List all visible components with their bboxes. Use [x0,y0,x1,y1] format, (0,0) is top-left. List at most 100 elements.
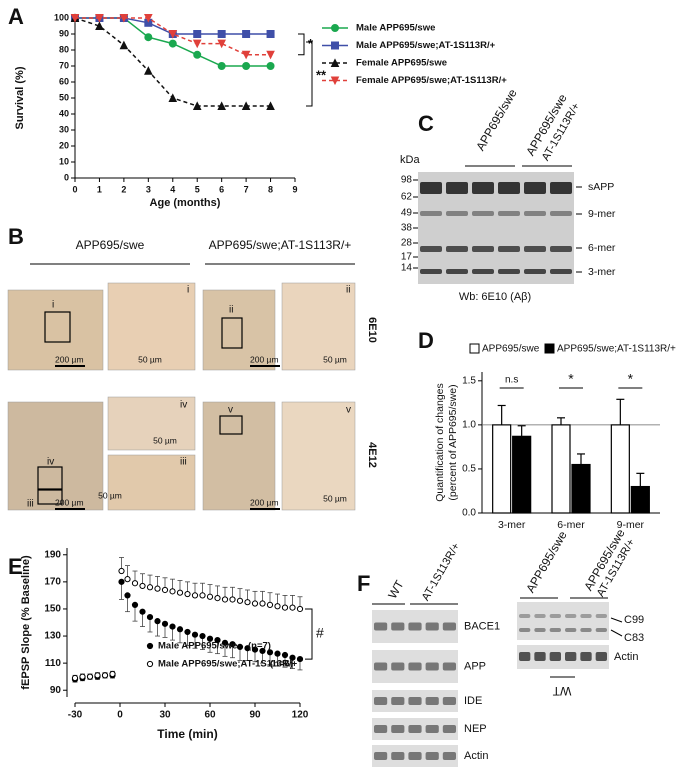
blot-band [442,697,456,705]
blot-band [472,211,494,216]
band-label: 6-mer [588,242,616,254]
point [131,601,139,608]
column-label: APP695/swe [473,86,520,153]
x-tick-label: 1 [97,184,102,194]
blot-band [391,752,405,760]
blot [517,602,609,640]
blot-band [580,614,592,618]
micrograph [107,282,196,371]
point [154,618,161,625]
legend-n: (n=7) [248,641,271,652]
blot-band [472,269,494,274]
point [118,578,125,585]
point [229,641,236,648]
y-axis-label: fEPSP Slope (% Baseline) [20,555,32,690]
blot-band [425,622,439,631]
blot-band [391,622,405,631]
blot-band [519,652,531,661]
blot-band [442,622,456,631]
column-label: AT-1S113R/+ [420,541,463,603]
point [281,604,289,611]
bar [630,485,650,514]
point [154,585,161,592]
annotation: ** [316,67,327,82]
legend-label: Male APP695/swe;AT-1S113R/+ [158,659,298,670]
bar [571,463,591,514]
point [244,599,251,606]
scale-label: 200 µm [250,497,279,507]
x-tick-label: 3-mer [498,519,526,531]
column-label: APP695/swe [523,528,570,595]
legend-n: (n=6) [270,659,293,670]
y-tick-label: 0.5 [462,464,476,475]
marker [144,33,153,42]
legend-label: APP695/swe;AT-1S113R/+ [557,344,676,355]
x-tick-label: 8 [268,184,273,194]
blot-band [549,652,561,661]
scale-label: 200 µm [55,354,84,364]
legend-marker [331,24,339,32]
marker-label: 14 [401,263,413,274]
blot-band [498,269,520,274]
point [221,639,229,646]
point [169,623,176,630]
x-tick-label: 6-mer [557,519,585,531]
y-tick-label: 80 [59,44,69,54]
marker-label: 38 [401,223,413,234]
point [259,600,266,607]
point [161,586,169,594]
x-tick-label: 5 [195,184,200,194]
band-label: sAPP [588,181,614,193]
blot-band [565,628,577,632]
point [289,604,296,611]
point [71,674,79,682]
y-tick-label: 1.5 [462,375,476,386]
marker [217,62,226,70]
panel-label: D [418,328,434,353]
marker [168,30,178,39]
point [281,651,289,659]
marker [119,40,129,50]
y-tick-label: 130 [44,631,61,642]
x-tick-label: 3 [146,184,151,194]
panel-label: A [8,4,24,29]
x-tick-label: 2 [121,184,126,194]
y-tick-label: 30 [59,124,69,134]
point [199,592,206,599]
region-label: ii [346,285,350,296]
marker [217,39,226,49]
band-label: Actin [614,651,638,663]
x-tick-label: 0 [117,710,123,721]
region-label: i [52,300,54,311]
point [176,626,184,633]
region-label: v [346,405,351,416]
point [169,588,176,595]
y-axis-label: Quantification of changes [434,383,446,502]
micrograph [281,401,356,511]
point [139,608,146,615]
marker [266,30,275,38]
micrograph [281,282,356,371]
marker [193,30,202,38]
micrograph [202,401,276,511]
panel-label: C [418,111,434,136]
legend-marker [330,76,340,86]
point [79,673,86,680]
blot-band [391,697,405,705]
marker [168,39,177,48]
blot-band [498,182,520,194]
x-tick-label: 30 [159,710,171,721]
header: APP695/swe;AT-1S113R/+ [209,238,352,252]
scale-label: 50 µm [138,354,162,364]
blot-band [565,614,577,618]
blot-band [524,182,546,194]
point [266,649,274,656]
blot-band [565,652,577,661]
point [184,590,191,598]
point [146,584,154,591]
blot-band [534,652,546,661]
bar [610,424,630,514]
blot-band [442,752,456,760]
